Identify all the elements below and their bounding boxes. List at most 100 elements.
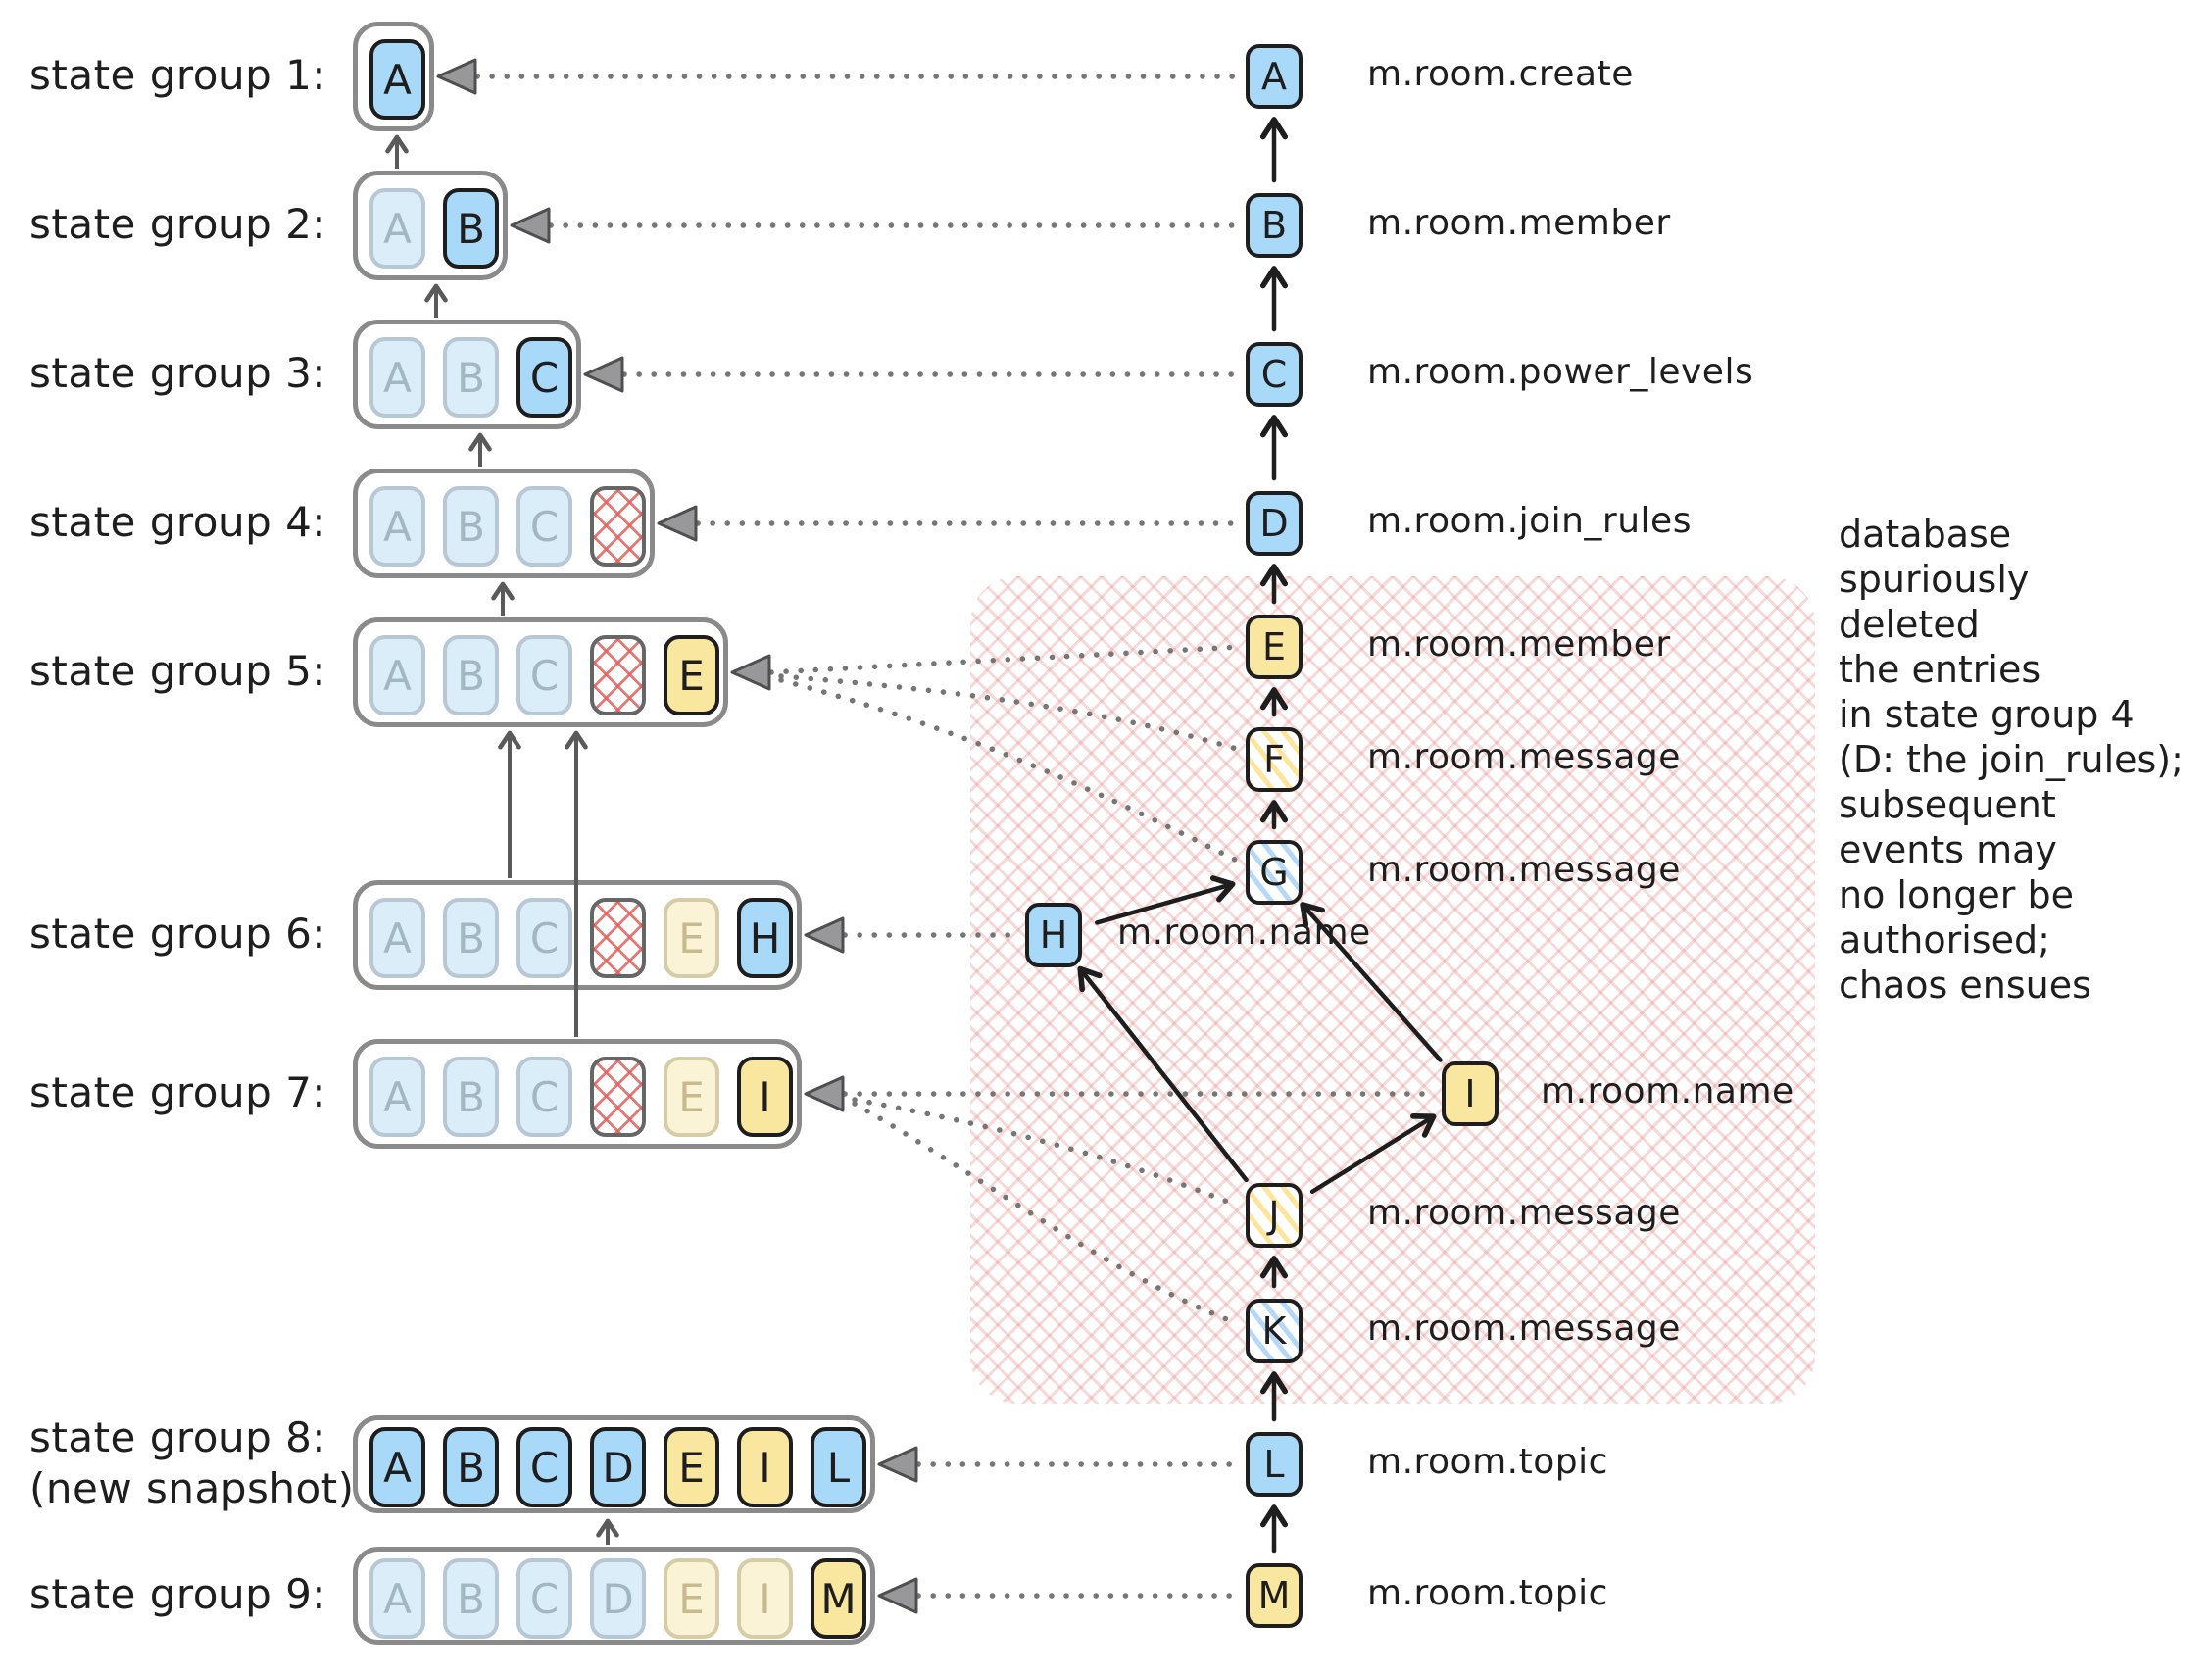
annotation-line: events may [1839,828,2057,871]
state-group-label: state group 8: [29,1413,326,1461]
event-letter: A [1261,55,1287,98]
event-type-label: m.room.message [1367,1193,1681,1233]
chip-letter: B [457,353,485,402]
chip-letter: E [678,1443,705,1492]
state-entry-chip: B [443,337,499,418]
event-type-label: m.room.member [1367,624,1671,665]
stategroup-pointer-arrowhead [583,356,624,393]
annotation-line: (D: the join_rules); [1839,738,2184,781]
state-entry-chip: E [664,1427,719,1507]
state-group-label: state group 7: [29,1068,326,1116]
state-entry-chip: B [443,635,499,715]
chip-letter: B [457,651,485,700]
chip-letter: A [383,1072,412,1121]
event-node-a: A [1246,44,1303,109]
event-type-label: m.room.topic [1367,1573,1608,1613]
event-type-label: m.room.message [1367,850,1681,890]
chip-letter: D [602,1574,634,1623]
chip-letter: A [383,353,412,402]
annotation-line: spuriously [1839,558,2030,601]
state-entry-chip: B [443,1427,499,1507]
stategroup-pointer-arrowhead [657,505,698,542]
event-type-label: m.room.power_levels [1367,352,1754,392]
state-entry-chip: A [369,486,425,567]
event-type-label: m.room.message [1367,737,1681,777]
deleted-entry-chip [590,635,646,715]
state-entry-chip: A [369,898,425,978]
event-letter: E [1261,625,1286,668]
state-entry-chip: H [737,898,793,978]
event-node-d: D [1246,491,1303,556]
chip-letter: C [529,353,560,402]
event-letter: L [1263,1443,1285,1486]
chip-letter: B [457,502,485,551]
deleted-entry-chip [590,486,646,567]
state-entry-chip: A [369,1427,425,1507]
chip-letter: C [529,1443,560,1492]
chip-letter: B [457,204,485,253]
state-entry-chip: I [737,1427,793,1507]
stategroup-arrowheads [436,58,918,1614]
event-node-j: J [1246,1183,1303,1248]
state-entry-chip: C [516,1427,572,1507]
chip-letter: D [602,1443,634,1492]
state-group-label: state group 9: [29,1570,326,1618]
event-letter: G [1259,851,1289,894]
chip-letter: A [383,1443,412,1492]
chip-letter: C [529,651,560,700]
chip-letter: L [826,1443,851,1492]
chip-letter: E [678,1072,705,1121]
stategroup-pointer-arrowhead [510,207,551,244]
event-type-label: m.room.join_rules [1367,501,1692,541]
chip-letter: E [678,1574,705,1623]
chip-letter: A [383,1574,412,1623]
state-group-label: state group 5: [29,647,326,695]
state-entry-chip: I [737,1057,793,1137]
state-entry-chip: B [443,1057,499,1137]
event-type-label: m.room.name [1117,912,1371,953]
event-letter: J [1268,1194,1280,1237]
annotation-line: authorised; [1839,918,2050,962]
state-entry-chip: C [516,898,572,978]
event-node-m: M [1246,1563,1303,1628]
state-entry-chip: E [664,1057,719,1137]
state-entry-chip: B [443,1558,499,1639]
deleted-entry-chip [590,898,646,978]
event-type-label: m.room.member [1367,203,1671,243]
annotation-line: the entries [1839,648,2041,691]
state-group-sublabel: (new snapshot) [29,1464,355,1512]
annotation-line: chaos ensues [1839,963,2091,1007]
state-entry-chip: A [369,1057,425,1137]
event-node-h: H [1025,903,1082,967]
event-node-g: G [1246,840,1303,905]
stategroup-pointer-arrowhead [804,916,845,954]
chip-letter: A [383,913,412,962]
state-entry-chip: C [516,635,572,715]
state-entry-chip: A [369,188,425,269]
event-letter: B [1260,204,1288,247]
state-entry-chip: D [590,1558,646,1639]
chip-letter: I [759,1443,771,1492]
chip-letter: M [820,1574,857,1623]
event-node-f: F [1246,727,1303,792]
annotation-line: deleted [1839,603,1980,646]
state-entry-chip: C [516,1558,572,1639]
state-entry-chip: A [369,39,425,120]
state-entry-chip: A [369,337,425,418]
state-group-box: A [353,22,434,131]
chip-letter: E [678,913,705,962]
chip-letter: A [383,502,412,551]
chip-letter: B [457,1072,485,1121]
chip-letter: E [678,651,705,700]
state-group-label: state group 1: [29,51,326,99]
chip-letter: A [383,204,412,253]
event-letter: H [1039,913,1068,957]
annotation-line: database [1839,513,2012,556]
event-letter: F [1263,738,1285,781]
event-letter: K [1261,1309,1287,1353]
state-entry-chip: B [443,898,499,978]
